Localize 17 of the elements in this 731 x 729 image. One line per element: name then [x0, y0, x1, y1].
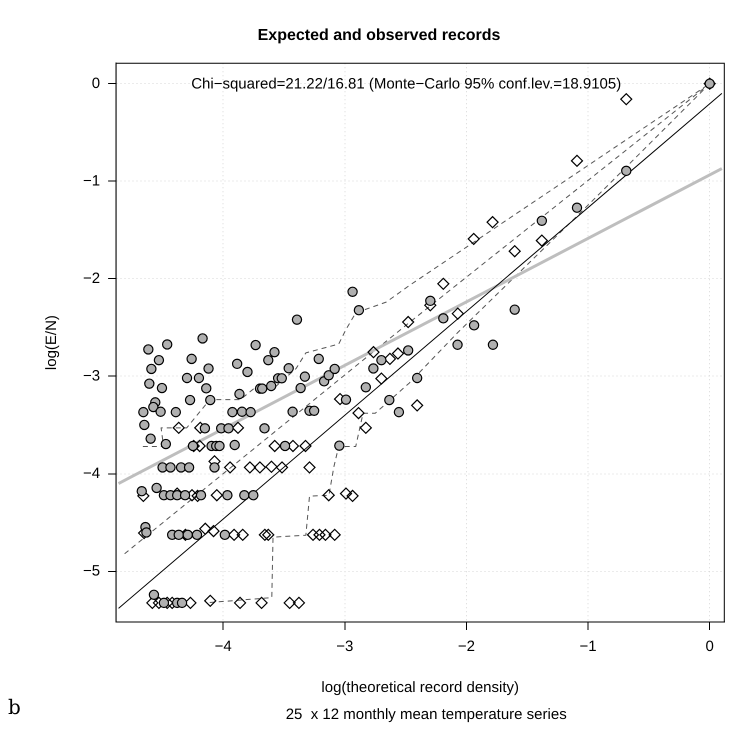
text: 25 x 12 monthly mean temperature series [286, 706, 567, 724]
x-tick-label: 0 [706, 638, 714, 656]
y-tick-label: −5 [82, 562, 100, 580]
annotation: Chi−squared=21.22/16.81 (Monte−Carlo 95% conf.lev.=18.9105) [191, 75, 622, 92]
y-tick-label: −2 [82, 270, 100, 287]
x-tick-label: −1 [580, 638, 597, 656]
y-axis-title: log(E/N) [43, 315, 60, 370]
x-tick-label: −2 [458, 638, 475, 656]
x-tick-label: −3 [336, 638, 354, 656]
y-tick-label: −4 [82, 464, 100, 482]
chart-title: Expected and observed records [258, 27, 500, 44]
y-tick-label: −3 [82, 367, 100, 384]
y-tick-label: −1 [82, 172, 100, 190]
text: b [8, 695, 21, 720]
y-tick-label: 0 [92, 74, 100, 92]
x-tick-label: −4 [214, 638, 232, 656]
x-axis-title: log(theoretical record density) [321, 679, 519, 696]
